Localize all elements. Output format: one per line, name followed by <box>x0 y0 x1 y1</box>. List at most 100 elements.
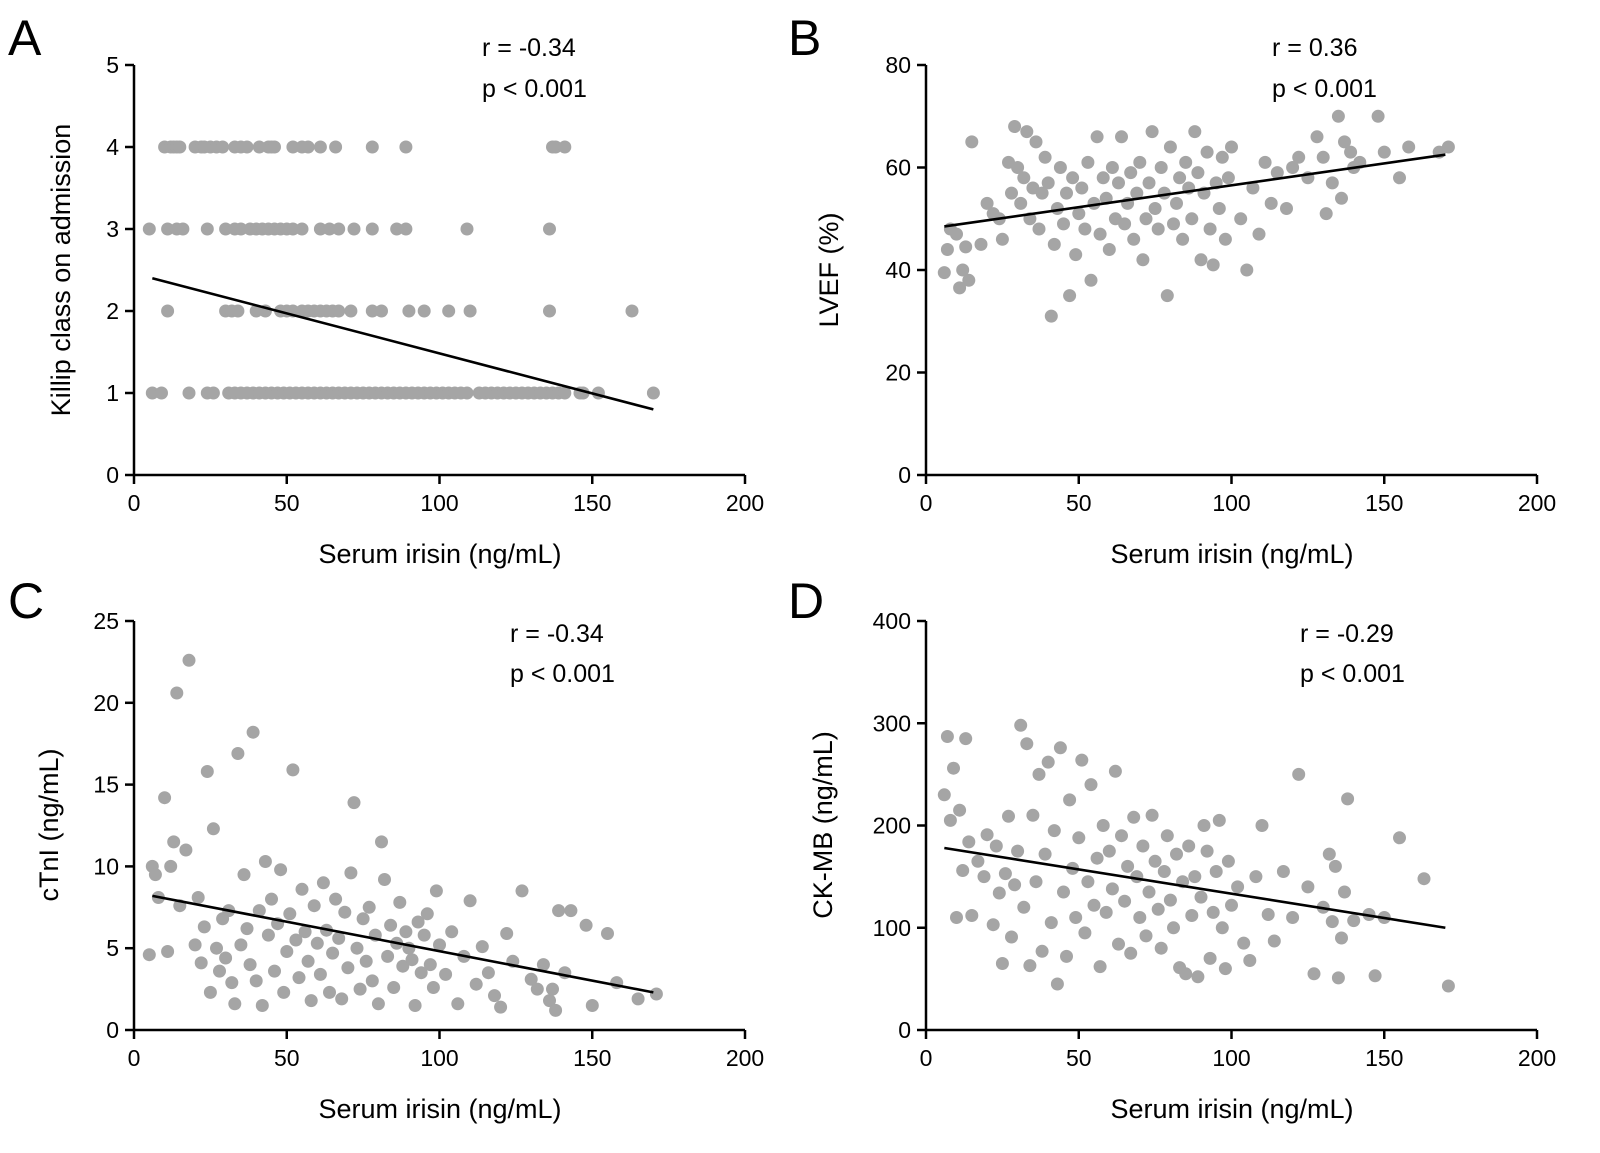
data-point-c <box>286 763 300 777</box>
data-point-c <box>536 958 550 972</box>
data-point-c <box>298 925 312 939</box>
data-point-a <box>252 140 266 154</box>
data-point-d <box>1151 902 1165 916</box>
data-point-d <box>1215 921 1229 935</box>
y-tick-label-d: 300 <box>873 710 911 736</box>
data-point-d <box>1020 737 1034 751</box>
data-point-d <box>1084 778 1098 792</box>
data-point-c <box>396 959 410 973</box>
data-point-c <box>182 653 196 667</box>
data-point-d <box>959 732 973 746</box>
data-point-a <box>286 222 300 236</box>
data-point-a <box>344 304 358 318</box>
data-point-d <box>1160 829 1174 843</box>
data-point-c <box>304 994 318 1008</box>
data-point-d <box>995 957 1009 970</box>
data-point-d <box>1154 941 1168 955</box>
data-point-a <box>402 304 416 318</box>
data-point-c <box>524 972 538 986</box>
data-point-c <box>338 905 352 919</box>
y-tick-label-d: 200 <box>873 813 911 839</box>
data-point-c <box>332 931 346 945</box>
data-point-b <box>959 240 973 254</box>
data-point-c <box>530 982 544 996</box>
data-point-c <box>387 981 401 994</box>
data-point-d <box>1267 934 1281 948</box>
plot-c: 0 50 100 150 200 0 5 10 15 20 25 <box>93 608 764 1071</box>
data-point-c <box>356 912 370 926</box>
x-tick-label-c: 150 <box>573 1045 611 1071</box>
data-point-a <box>301 140 315 154</box>
data-point-c <box>481 966 495 980</box>
data-point-d <box>1200 844 1214 858</box>
panel-letter-a: A <box>8 10 42 66</box>
data-point-a <box>442 304 456 318</box>
data-point-d <box>940 730 954 743</box>
data-point-a <box>460 386 474 400</box>
data-point-b <box>1252 227 1266 241</box>
data-point-d <box>986 918 1000 932</box>
data-point-d <box>1099 905 1113 919</box>
data-point-a <box>543 222 556 236</box>
y-tick-label-b: 60 <box>885 155 911 181</box>
data-point-b <box>1112 176 1125 190</box>
data-point-d <box>1286 911 1300 924</box>
data-point-d <box>1209 865 1223 878</box>
data-point-c <box>469 977 483 991</box>
x-tick-label-c: 50 <box>274 1045 300 1071</box>
data-point-b <box>1133 155 1147 169</box>
data-point-c <box>362 900 376 914</box>
y-tick-label-c: 25 <box>93 608 119 634</box>
data-point-c <box>585 999 599 1012</box>
data-point-a <box>173 140 187 154</box>
data-point-d <box>1096 819 1110 832</box>
data-point-b <box>1200 145 1214 159</box>
x-tick-label-b: 200 <box>1518 490 1556 516</box>
data-point-c <box>429 884 443 898</box>
data-point-d <box>998 867 1012 881</box>
data-point-c <box>170 686 184 700</box>
data-point-d <box>1112 937 1125 951</box>
data-point-b <box>1240 263 1254 277</box>
data-point-a <box>365 304 379 318</box>
data-point-b <box>1173 171 1187 185</box>
data-point-b <box>1338 135 1351 149</box>
data-point-b <box>1029 135 1043 149</box>
data-point-b <box>1075 181 1089 195</box>
data-point-c <box>231 747 245 760</box>
data-point-d <box>956 864 970 877</box>
data-point-c <box>579 918 593 932</box>
data-point-b <box>1331 109 1345 123</box>
data-point-c <box>191 891 205 904</box>
data-point-b <box>1124 166 1138 180</box>
y-axis-title-d: CK-MB (ng/mL) <box>808 731 838 919</box>
data-point-c <box>417 928 431 942</box>
data-point-d <box>1053 741 1067 755</box>
data-point-b <box>1011 161 1025 174</box>
plot-d: 0 50 100 150 200 0 100 200 300 400 <box>873 608 1557 1071</box>
data-point-a <box>216 140 230 154</box>
data-point-d <box>1335 931 1348 945</box>
data-point-b <box>1151 222 1165 236</box>
data-point-c <box>433 938 446 952</box>
data-point-b <box>1203 222 1217 236</box>
data-point-b <box>1115 130 1128 144</box>
data-point-d <box>980 828 994 842</box>
data-point-b <box>1286 161 1300 174</box>
data-point-c <box>378 873 391 886</box>
y-tick-label-c: 10 <box>93 853 119 879</box>
data-point-d <box>1057 885 1070 899</box>
data-point-d <box>1069 911 1083 924</box>
data-point-a <box>323 222 336 236</box>
data-point-b <box>1008 120 1022 133</box>
data-point-d <box>1182 839 1196 853</box>
y-tick-label-d: 100 <box>873 915 911 941</box>
data-point-d <box>1081 875 1095 889</box>
data-point-d <box>1145 808 1159 822</box>
data-point-c <box>405 953 419 967</box>
data-point-b <box>1163 140 1177 154</box>
y-tick-label-a: 0 <box>106 462 119 488</box>
data-point-a <box>625 304 639 318</box>
data-point-c <box>243 958 257 972</box>
